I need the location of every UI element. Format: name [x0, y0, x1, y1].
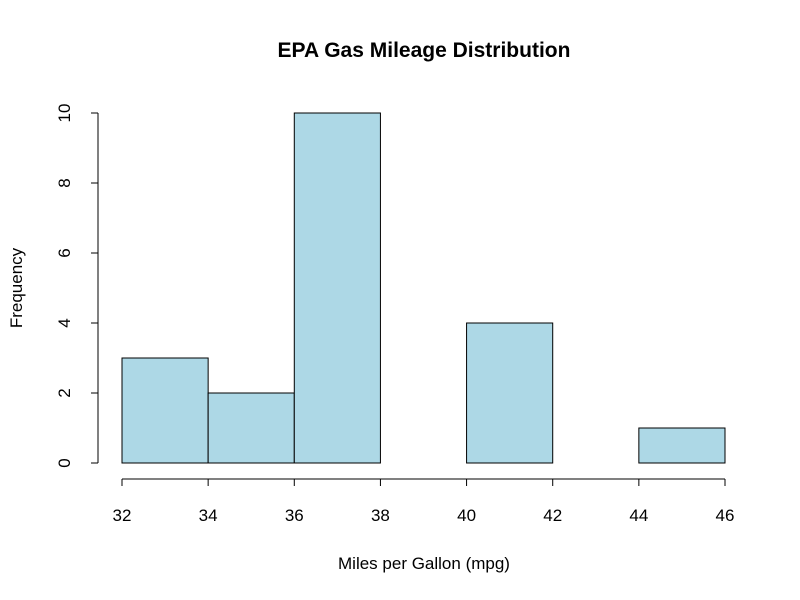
x-tick-label-46: 46 — [716, 506, 735, 525]
chart-title: EPA Gas Mileage Distribution — [278, 39, 571, 62]
histogram-bar-44-46 — [638, 427, 726, 464]
histogram-bar-36-38 — [293, 112, 381, 464]
histogram-bar-40-42 — [466, 322, 554, 464]
y-tick-label-0: 0 — [55, 458, 74, 467]
x-axis: 32 34 36 38 40 42 44 46 — [113, 478, 735, 525]
x-tick-label-40: 40 — [457, 506, 476, 525]
x-tick-label-34: 34 — [199, 506, 218, 525]
x-tick-label-42: 42 — [543, 506, 562, 525]
x-tick-label-44: 44 — [629, 506, 648, 525]
bars-layer — [121, 112, 726, 464]
histogram-bar-32-34 — [121, 357, 209, 464]
y-tick-label-10: 10 — [55, 104, 74, 123]
y-axis-label: Frequency — [7, 247, 26, 328]
y-tick-label-4: 4 — [55, 318, 74, 327]
histogram-bar-34-36 — [207, 392, 295, 464]
x-axis-label: Miles per Gallon (mpg) — [338, 554, 510, 573]
y-tick-label-8: 8 — [55, 178, 74, 187]
y-tick-label-6: 6 — [55, 248, 74, 257]
y-tick-label-2: 2 — [55, 388, 74, 397]
x-tick-label-32: 32 — [113, 506, 132, 525]
y-axis: 0 2 4 6 8 10 — [55, 104, 99, 468]
x-tick-label-38: 38 — [371, 506, 390, 525]
x-tick-label-36: 36 — [285, 506, 304, 525]
